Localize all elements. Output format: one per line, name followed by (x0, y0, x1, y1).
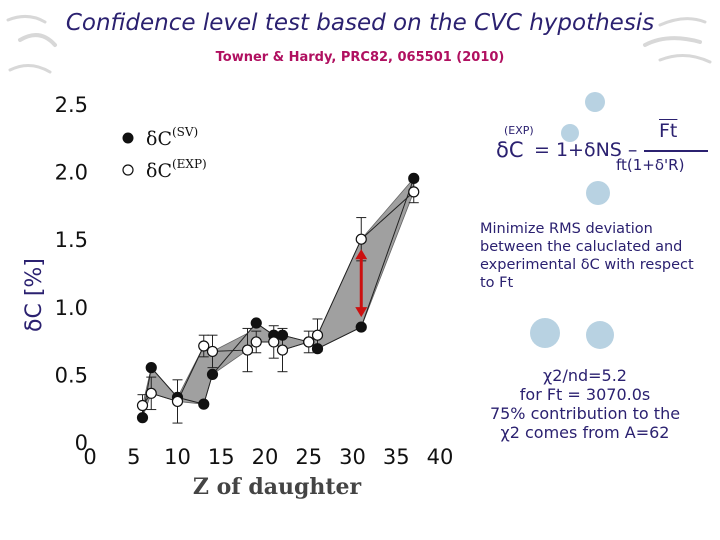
formula-lhs: δC (496, 138, 524, 162)
chi-line-4: χ2 comes from A=62 (500, 423, 670, 442)
sv-point (198, 398, 210, 410)
x-tick-label: 40 (427, 445, 454, 469)
x-tick-label: 20 (252, 445, 279, 469)
page-subtitle: Towner & Hardy, PRC82, 065501 (2010) (215, 50, 505, 65)
exp-point (268, 336, 280, 348)
exp-series-line (142, 191, 415, 406)
sv-point (311, 343, 324, 355)
legend-exp-marker (122, 164, 134, 176)
exp-point (408, 186, 420, 198)
formula-fraction-bar (644, 150, 708, 152)
formula: δC (EXP) = 1+δNS – Ft ft(1+δ'R) (466, 120, 716, 190)
difference-arrow-head-up (355, 249, 368, 260)
sv-point (408, 172, 420, 184)
chi-square-note: χ2/nd=5.2 for Ft = 3070.0s 75% contribut… (460, 366, 710, 442)
sv-point (206, 368, 219, 380)
exp-point (198, 340, 210, 352)
y-tick-label: 0 (75, 431, 88, 455)
x-axis-label: Z of daughter (192, 474, 362, 500)
formula-lhs-sup: (EXP) (504, 124, 534, 137)
sv-point (355, 321, 367, 333)
chi-line-1: χ2/nd=5.2 (543, 366, 627, 385)
exp-point (241, 344, 254, 356)
bubble-1 (585, 92, 605, 112)
x-tick-label: 0 (83, 445, 96, 469)
exp-point (206, 345, 219, 358)
y-tick-label: 0.5 (55, 363, 88, 387)
x-tick-label: 15 (208, 445, 235, 469)
formula-middle: = 1+δNS – (534, 139, 638, 161)
exp-point (303, 336, 315, 348)
sv-point (276, 329, 289, 341)
exp-point (276, 344, 289, 356)
exp-point (171, 395, 184, 408)
chi-line-3: 75% contribution to the (489, 404, 681, 423)
legend-sv-label: δC(SV) (146, 125, 198, 150)
exp-point (355, 233, 367, 245)
bubble-2 (561, 124, 579, 142)
exp-point (311, 329, 324, 341)
bubble-4 (530, 318, 560, 348)
sv-point (136, 412, 149, 424)
info-text: Minimize RMS deviation between the caluc… (480, 221, 694, 291)
y-tick-label: 2.5 (55, 93, 88, 117)
exp-point (136, 399, 149, 412)
formula-denominator: ft(1+δ'R) (616, 156, 685, 174)
sv-point (145, 362, 157, 374)
y-tick-label: 1.0 (55, 296, 88, 320)
bubble-3 (586, 181, 610, 205)
y-tick-label: 2.0 (55, 161, 88, 185)
legend-exp-label: δC(EXP) (146, 157, 207, 182)
sv-point (250, 317, 262, 329)
page-title: Confidence level test based on the CVC h… (65, 10, 655, 36)
chi-line-2: for Ft = 3070.0s (519, 385, 651, 404)
y-axis-label: δC [%] (22, 258, 47, 332)
sv-series-line (142, 178, 415, 418)
x-tick-label: 30 (339, 445, 366, 469)
x-tick-label: 10 (164, 445, 191, 469)
exp-point (250, 336, 262, 348)
shaded-band (142, 177, 415, 418)
exp-point (145, 387, 157, 399)
formula-numerator: Ft (659, 120, 678, 142)
y-tick-label: 1.5 (55, 228, 88, 252)
x-tick-label: 25 (295, 445, 322, 469)
x-tick-label: 35 (383, 445, 410, 469)
legend-sv-marker (122, 132, 134, 144)
difference-arrow-head-down (355, 307, 368, 318)
bubble-5 (586, 321, 614, 349)
x-tick-label: 5 (127, 445, 140, 469)
